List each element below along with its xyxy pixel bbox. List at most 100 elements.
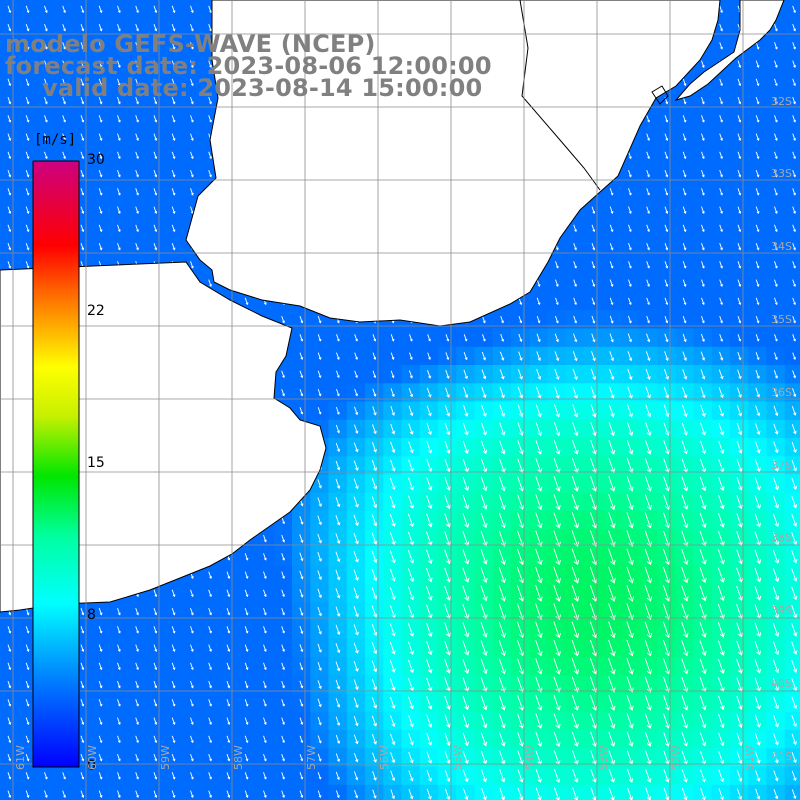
wind-arrow [664, 351, 669, 362]
wind-arrow [481, 422, 488, 436]
wind-arrow [736, 659, 743, 674]
wind-arrow [792, 334, 796, 342]
wind-arrow [792, 5, 796, 14]
wind-arrow [535, 404, 542, 418]
wind-arrow [335, 406, 340, 415]
wind-arrow [644, 494, 652, 511]
wind-arrow [462, 622, 470, 638]
wind-arrow [299, 534, 304, 544]
wind-arrow [317, 352, 322, 360]
wind-arrow [371, 569, 378, 582]
field-cell [730, 784, 749, 800]
wind-arrow [719, 279, 723, 287]
wind-arrow [408, 405, 414, 417]
wind-arrow [408, 678, 415, 692]
wind-arrow [281, 370, 285, 379]
wind-arrow [117, 607, 121, 616]
field-cell [784, 109, 800, 129]
wind-arrow [62, 42, 66, 50]
wind-arrow [628, 151, 632, 160]
wind-arrow [754, 441, 761, 454]
wind-arrow [755, 151, 760, 160]
wind-arrow [263, 699, 267, 707]
wind-arrow [791, 623, 798, 637]
wind-arrow [535, 422, 542, 437]
wind-arrow [426, 567, 433, 583]
wind-arrow [98, 680, 103, 689]
wind-arrow [480, 494, 488, 510]
wind-arrow [553, 713, 561, 729]
wind-arrow [44, 96, 48, 105]
wind-arrow [535, 621, 543, 639]
wind-arrow [389, 696, 396, 709]
wind-arrow [608, 787, 615, 800]
wind-arrow [681, 769, 688, 783]
wind-arrow [480, 476, 488, 492]
field-cell [766, 784, 786, 800]
wind-arrow [701, 242, 705, 251]
wind-arrow [25, 717, 30, 725]
wind-arrow [153, 680, 158, 689]
wind-arrow [644, 695, 652, 711]
wind-arrow [80, 206, 85, 214]
wind-arrow [98, 790, 103, 798]
wind-arrow [516, 603, 525, 620]
wind-arrow [299, 735, 304, 744]
wind-arrow [646, 279, 650, 287]
wind-arrow [427, 334, 431, 342]
wind-arrow [117, 78, 121, 87]
wind-arrow [663, 404, 670, 418]
wind-arrow [407, 550, 415, 564]
wind-arrow [499, 422, 506, 436]
field-cell [200, 784, 220, 800]
wind-arrow [463, 352, 468, 361]
wind-arrow [554, 333, 559, 343]
wind-arrow [754, 696, 761, 710]
wind-arrow [353, 660, 359, 672]
wind-arrow [701, 206, 705, 214]
wind-arrow [244, 735, 249, 744]
wind-arrow [80, 5, 85, 14]
wind-arrow [500, 315, 504, 324]
wind-arrow [481, 369, 487, 380]
wind-arrow [98, 23, 103, 32]
wind-arrow [190, 115, 194, 123]
wind-arrow [755, 352, 760, 361]
wind-arrow [190, 42, 194, 50]
wind-arrow [719, 5, 723, 14]
lon-label-52w: 52W [670, 745, 683, 770]
wind-arrow [171, 5, 176, 14]
wind-arrow [663, 422, 670, 436]
wind-arrow [299, 370, 304, 379]
field-cell [36, 784, 56, 800]
wind-arrow [190, 169, 194, 178]
wind-arrow [226, 626, 231, 634]
wind-arrow [263, 662, 267, 671]
wind-arrow [553, 731, 561, 747]
wind-arrow [462, 751, 469, 765]
wind-arrow [353, 679, 359, 691]
wind-arrow [390, 715, 396, 728]
wind-arrow [499, 404, 506, 418]
field-cell [584, 784, 603, 800]
wind-arrow [299, 699, 304, 707]
wind-arrow [171, 735, 176, 744]
wind-arrow [609, 333, 614, 343]
wind-arrow [336, 334, 340, 342]
wind-arrow [609, 206, 614, 214]
wind-arrow [645, 440, 652, 455]
wind-arrow [244, 717, 249, 725]
wind-arrow [80, 96, 85, 105]
wind-arrow [25, 242, 30, 251]
wind-arrow [371, 734, 377, 745]
wind-arrow [299, 790, 304, 798]
wind-arrow [317, 643, 322, 653]
wind-arrow [699, 677, 707, 693]
wind-arrow [135, 644, 139, 652]
wind-arrow [480, 440, 488, 455]
wind-arrow [774, 60, 778, 68]
wind-arrow [299, 552, 304, 562]
wind-arrow [390, 334, 395, 342]
wind-arrow [571, 694, 579, 711]
wind-arrow [626, 585, 634, 602]
